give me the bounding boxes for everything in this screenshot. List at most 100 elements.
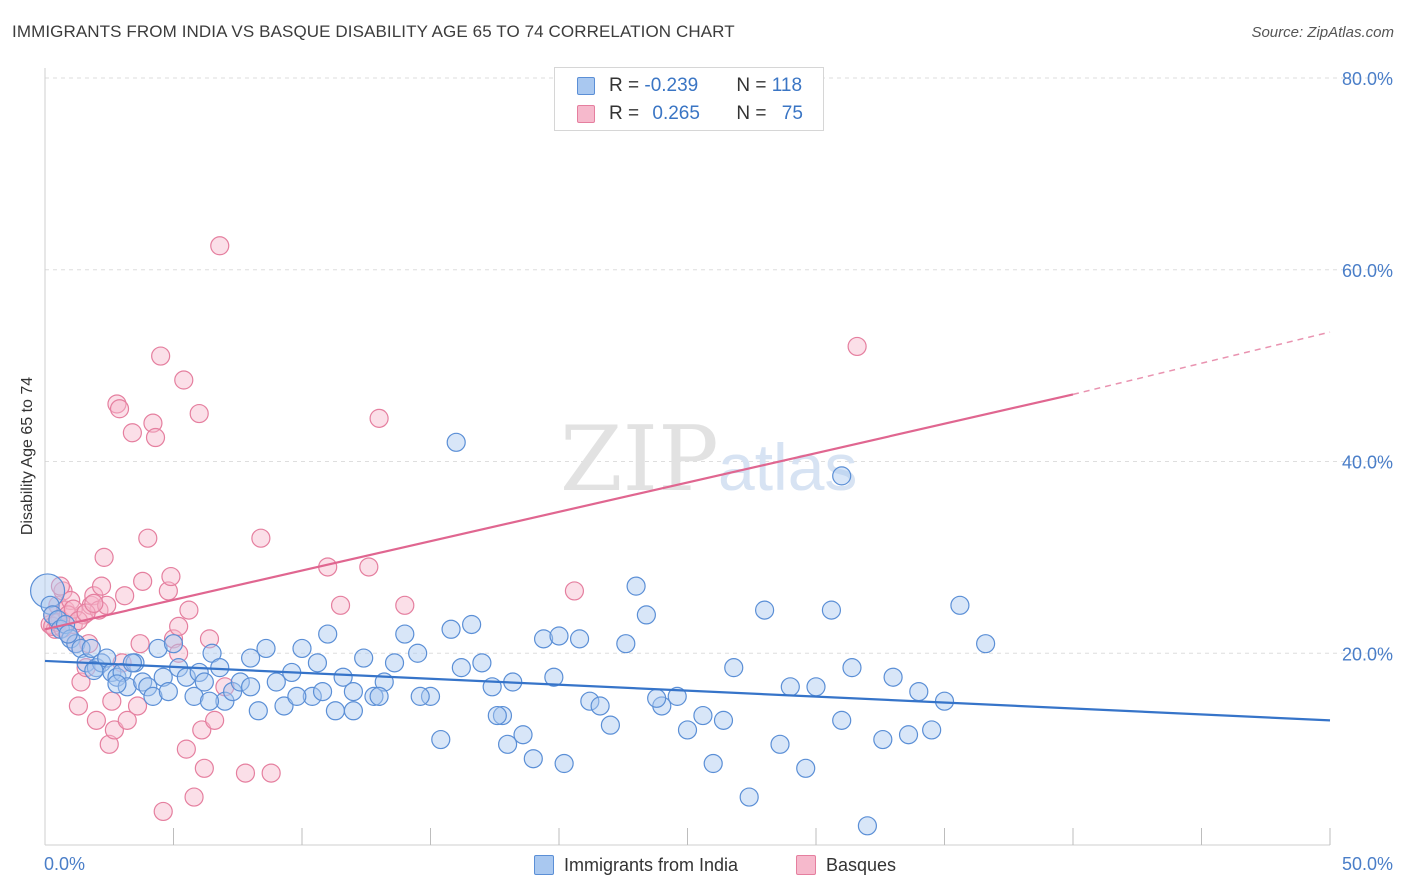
data-point	[94, 547, 114, 567]
data-point	[446, 432, 466, 452]
data-point	[569, 629, 590, 649]
data-point	[189, 403, 209, 424]
data-point	[248, 701, 268, 721]
data-point	[117, 710, 137, 730]
data-point	[251, 528, 271, 548]
data-point	[806, 677, 826, 697]
data-point	[256, 638, 276, 659]
data-point	[318, 624, 338, 644]
y-tick-label: 60.0%	[1342, 261, 1393, 281]
gridlines	[45, 77, 1392, 654]
data-point	[647, 688, 667, 708]
data-point	[857, 816, 878, 836]
data-point	[199, 691, 220, 711]
data-point	[343, 701, 363, 721]
data-point	[395, 595, 415, 615]
data-point	[230, 672, 250, 692]
data-point	[63, 599, 83, 619]
data-point	[130, 634, 150, 654]
data-point	[325, 701, 346, 721]
data-point	[513, 725, 533, 745]
data-point	[241, 648, 261, 668]
data-point	[107, 674, 127, 694]
data-point	[950, 595, 970, 615]
data-point	[86, 710, 107, 730]
legend-n-value-basques: 75	[781, 103, 803, 124]
data-point	[169, 643, 189, 663]
data-point	[487, 705, 507, 726]
data-point	[192, 720, 212, 740]
data-point	[354, 648, 374, 668]
data-point	[364, 686, 384, 706]
data-point	[626, 576, 646, 596]
data-point	[564, 581, 585, 601]
india-points	[29, 432, 996, 836]
legend-row-basques: R = 0.265 N = 75	[577, 102, 803, 126]
data-point	[71, 672, 91, 692]
data-point	[184, 686, 204, 706]
data-point	[922, 720, 942, 740]
data-point	[498, 734, 518, 754]
x-tick-label: 0.0%	[44, 854, 85, 874]
data-point	[821, 600, 842, 620]
data-point	[395, 624, 415, 644]
data-point	[215, 691, 235, 711]
data-point	[71, 638, 91, 659]
legend-r-value-india: -0.239	[644, 75, 699, 96]
data-point	[302, 686, 322, 706]
trend-line-basques	[44, 393, 1074, 631]
data-point	[796, 758, 816, 778]
bottom-legend-label-basques: Basques	[826, 854, 897, 875]
data-point	[616, 634, 636, 654]
legend-swatch-basques	[577, 105, 595, 123]
bottom-swatch-basques	[796, 855, 816, 875]
data-point	[739, 787, 759, 807]
data-point	[138, 528, 158, 548]
data-point	[127, 696, 148, 716]
data-point	[703, 753, 723, 774]
data-point	[158, 581, 178, 601]
data-point	[143, 686, 163, 706]
data-point	[431, 729, 451, 750]
data-point	[163, 629, 184, 649]
data-point	[600, 715, 621, 735]
trend-lines	[44, 331, 1331, 722]
data-point	[472, 653, 492, 673]
data-point	[307, 653, 328, 673]
data-point	[145, 427, 166, 448]
data-point	[115, 586, 135, 606]
data-point	[241, 677, 261, 697]
data-point	[292, 638, 312, 659]
data-point	[169, 616, 189, 637]
data-point	[549, 626, 569, 646]
data-point	[492, 705, 513, 726]
data-point	[677, 720, 698, 740]
data-point	[133, 571, 153, 591]
data-point	[174, 370, 194, 390]
data-point	[667, 686, 687, 706]
y-tick-label: 40.0%	[1342, 453, 1393, 473]
data-point	[713, 710, 734, 730]
source-label: Source: ZipAtlas.com	[1251, 24, 1394, 41]
legend-n-value-india: 118	[771, 75, 803, 96]
data-point	[184, 787, 204, 807]
data-point	[194, 758, 214, 778]
data-point	[410, 686, 430, 706]
trend-line-india	[44, 659, 1331, 722]
data-point	[274, 696, 294, 716]
x-tick-label: 50.0%	[1342, 854, 1393, 874]
data-point	[102, 691, 122, 711]
watermark-zip: ZIP	[560, 407, 719, 512]
legend-n-label: N =	[736, 103, 772, 124]
bottom-legend-label-india: Immigrants from India	[564, 854, 739, 875]
data-point	[754, 600, 775, 620]
data-point	[636, 605, 656, 625]
data-point	[451, 658, 471, 678]
data-point	[770, 734, 790, 754]
data-point	[122, 653, 142, 673]
data-point	[898, 725, 919, 745]
data-point	[58, 624, 78, 644]
legend-r-label: R =	[609, 103, 645, 124]
legend-r-label: R =	[609, 75, 645, 96]
